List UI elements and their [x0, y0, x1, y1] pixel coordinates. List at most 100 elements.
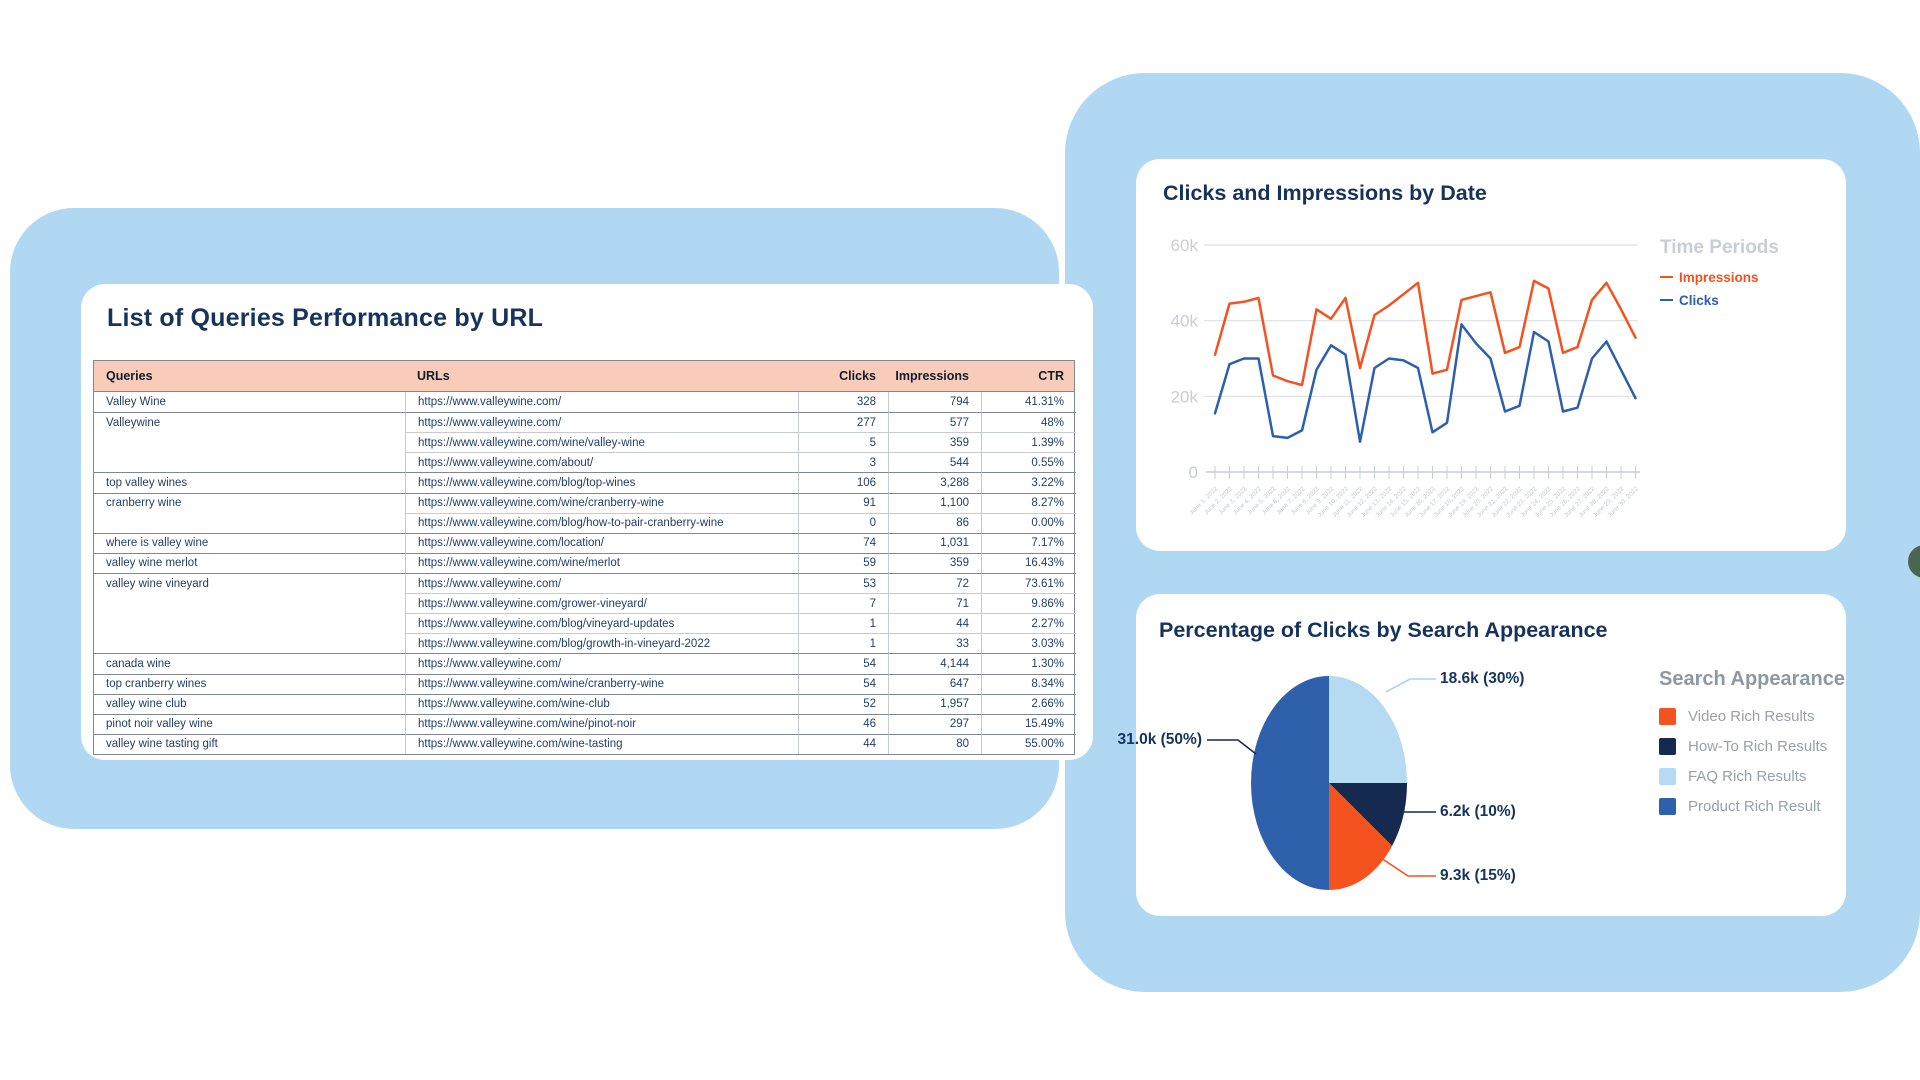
callout-leader-line — [1385, 678, 1436, 693]
url-cell: https://www.valleywine.com/blog/vineyard… — [405, 613, 798, 634]
callout-leader-line — [1380, 857, 1436, 877]
url-cell: https://www.valleywine.com/wine/cranberr… — [405, 492, 798, 513]
column-header-clicks: Clicks — [839, 369, 876, 383]
impressions-cell: 359 — [888, 552, 981, 573]
y-axis-tick-label: 20k — [1171, 387, 1199, 406]
column-header-urls: URLs — [417, 369, 450, 383]
table-row: cranberry wine https://www.valleywine.com… — [94, 492, 1076, 513]
clicks-line-marker — [1660, 298, 1673, 302]
query-cell — [94, 432, 405, 452]
table-body: Valley Wine https://www.valleywine.com/32… — [94, 392, 1076, 754]
table-row: valley wine merlot https://www.valleywine… — [94, 552, 1076, 573]
ctr-cell: 2.66% — [981, 693, 1076, 714]
impressions-cell: 4,144 — [888, 653, 981, 674]
table-row: Valley Wine https://www.valleywine.com/32… — [94, 392, 1074, 413]
faq-rich-results-swatch — [1659, 767, 1676, 785]
pie-callout-howto: 6.2k (10%) — [1440, 803, 1516, 820]
clicks-cell: 74 — [798, 532, 888, 553]
url-cell: https://www.valleywine.com/wine/pinot-no… — [405, 713, 798, 734]
query-cell: valley wine tasting gift — [94, 733, 405, 754]
table-row: https://www.valleywine.com/wine/valley-w… — [94, 432, 1076, 453]
impressions-cell: 1,957 — [888, 693, 981, 714]
legend-item-clicks: Clicks — [1660, 291, 1779, 309]
table-row: where is valley wine https://www.valleywi… — [94, 532, 1076, 553]
clicks-cell: 54 — [798, 653, 888, 674]
query-cell: cranberry wine — [94, 492, 405, 513]
pie-slice-faq-rich-results — [1304, 675, 1407, 783]
table-row: https://www.valleywine.com/blog/growth-i… — [94, 633, 1076, 654]
table-row: top valley wines https://www.valleywine.c… — [94, 472, 1076, 493]
pie-slice-video-rich-results — [1329, 783, 1393, 890]
query-cell: Valley Wine — [106, 396, 166, 409]
ctr-cell: 3.03% — [981, 633, 1076, 654]
ctr-cell: 15.49% — [981, 713, 1076, 734]
product-rich-result-label: Product Rich Result — [1688, 797, 1821, 815]
query-cell — [94, 452, 405, 472]
query-cell: where is valley wine — [94, 532, 405, 553]
url-cell: https://www.valleywine.com/ — [405, 392, 798, 413]
url-cell: https://www.valleywine.com/blog/top-wine… — [405, 472, 798, 493]
url-cell: https://www.valleywine.com/about/ — [405, 452, 798, 473]
impressions-cell: 71 — [888, 593, 981, 614]
table-row: top cranberry wines https://www.valleywin… — [94, 673, 1076, 694]
pie-chart-title: Percentage of Clicks by Search Appearanc… — [1159, 618, 1608, 642]
ctr-cell: 16.43% — [981, 552, 1076, 573]
pie-callout-faq: 18.6k (30%) — [1440, 670, 1525, 687]
table-card-title: List of Queries Performance by URL — [107, 304, 544, 332]
url-cell: https://www.valleywine.com/blog/growth-i… — [405, 633, 798, 654]
howto-rich-results-swatch — [1659, 737, 1676, 755]
clicks-cell: 44 — [798, 733, 888, 754]
query-cell: pinot noir valley wine — [94, 713, 405, 734]
url-cell: https://www.valleywine.com/ — [405, 412, 798, 433]
impressions-cell: 544 — [888, 452, 981, 473]
clicks-cell: 1 — [798, 613, 888, 634]
query-cell: valley wine club — [94, 693, 405, 714]
url-cell: https://www.valleywine.com/wine/merlot — [405, 552, 798, 573]
impressions-cell: 44 — [888, 613, 981, 634]
table-row: https://www.valleywine.com/blog/how-to-p… — [94, 512, 1076, 533]
query-cell: Valleywine — [94, 412, 405, 432]
table-row: valley wine club https://www.valleywine.c… — [94, 693, 1076, 714]
clicks-cell: 7 — [798, 593, 888, 614]
clicks-cell: 106 — [798, 472, 888, 493]
ctr-cell: 73.61% — [981, 572, 1076, 594]
impressions-cell: 1,100 — [888, 492, 981, 513]
legend-item-product-rich-result: Product Rich Result — [1659, 791, 1845, 821]
table-row: https://www.valleywine.com/about/3 544 0.5… — [94, 452, 1076, 473]
table-row: canada wine https://www.valleywine.com/54… — [94, 653, 1076, 674]
ctr-cell: 7.17% — [981, 532, 1076, 553]
impressions-line — [1213, 279, 1637, 387]
video-rich-results-label: Video Rich Results — [1688, 707, 1815, 725]
legend-item-impressions: Impressions — [1660, 268, 1779, 286]
table-row: valley wine tasting gift https://www.vall… — [94, 733, 1076, 754]
ctr-cell: 48% — [981, 412, 1076, 433]
clicks-cell: 3 — [798, 452, 888, 473]
y-axis-tick-label: 0 — [1189, 463, 1198, 482]
legend-item-clicks-label: Clicks — [1679, 292, 1719, 308]
pie-callout-video: 9.3k (15%) — [1440, 867, 1516, 884]
clicks-cell: 52 — [798, 693, 888, 714]
table-row: valley wine vineyard https://www.valleywi… — [94, 572, 1076, 594]
clicks-cell: 328 — [798, 392, 888, 413]
clicks-cell: 277 — [798, 412, 888, 433]
query-cell: valley wine vineyard — [94, 572, 405, 593]
url-cell: https://www.valleywine.com/ — [405, 653, 798, 674]
url-cell: https://www.valleywine.com/ — [405, 572, 798, 594]
legend-item-impressions-label: Impressions — [1679, 269, 1759, 285]
ctr-cell: 9.86% — [981, 593, 1076, 614]
impressions-cell: 794 — [888, 392, 981, 413]
clicks-cell: 59 — [798, 552, 888, 573]
ctr-cell: 1.30% — [981, 653, 1076, 674]
clicks-cell: 46 — [798, 713, 888, 734]
query-cell — [94, 633, 405, 653]
accent-circle — [1908, 545, 1920, 578]
callout-leader-line — [1207, 739, 1257, 755]
impressions-cell: 86 — [888, 512, 981, 533]
table-row: https://www.valleywine.com/grower-vineya… — [94, 593, 1076, 614]
clicks-cell: 91 — [798, 492, 888, 513]
impressions-cell: 3,288 — [888, 472, 981, 493]
ctr-cell: 2.27% — [981, 613, 1076, 634]
faq-rich-results-label: FAQ Rich Results — [1688, 767, 1807, 785]
